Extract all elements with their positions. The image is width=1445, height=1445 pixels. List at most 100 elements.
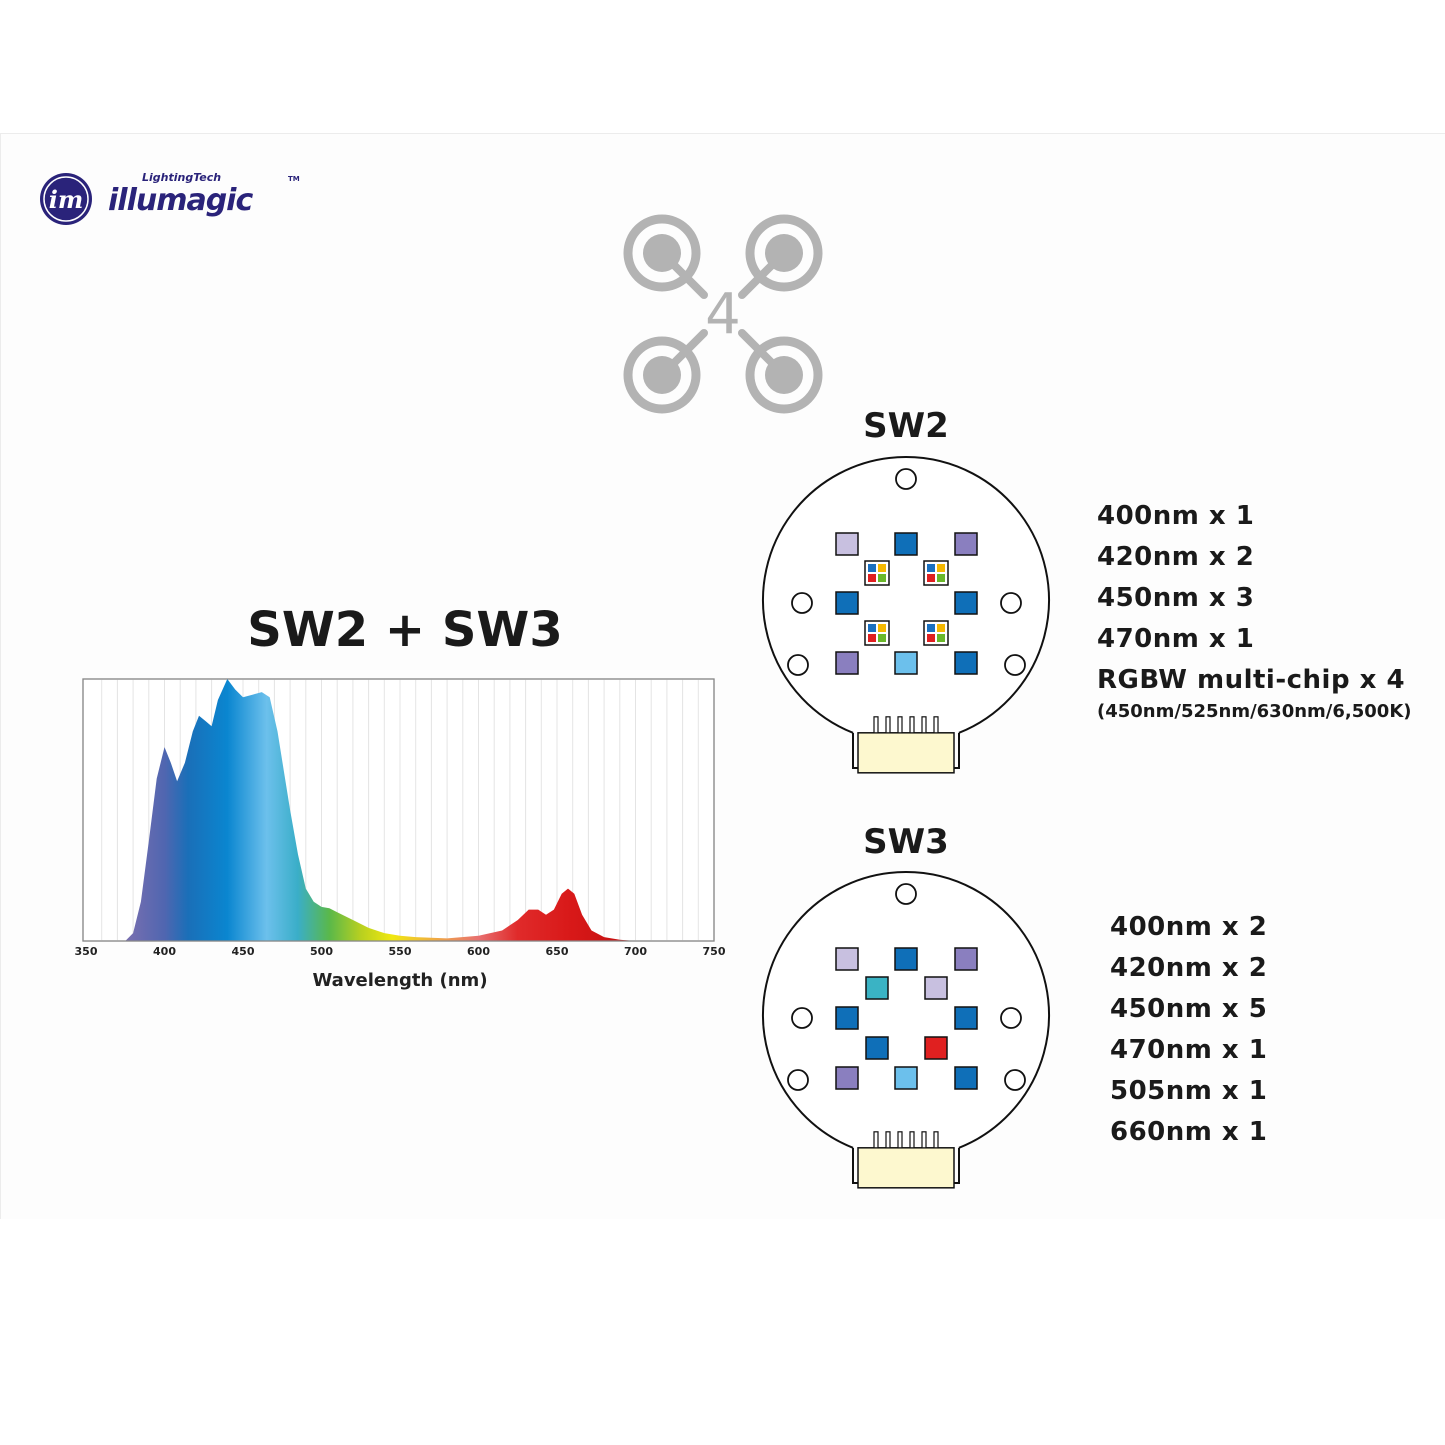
connector-pin	[921, 716, 927, 734]
led-lavender	[924, 976, 948, 1000]
sw2-board-diagram	[762, 456, 1050, 774]
rgbw-chip	[878, 634, 886, 642]
led-lavender	[835, 532, 859, 556]
mounting-hole	[1000, 1007, 1022, 1029]
rgbw-chip	[937, 624, 945, 632]
led-blue	[954, 1066, 978, 1090]
mounting-hole	[787, 1069, 809, 1091]
connector-pin	[909, 1131, 915, 1149]
x-tick-label: 550	[389, 945, 412, 958]
rgbw-chip	[937, 634, 945, 642]
plot-border	[82, 678, 715, 942]
led-skyblue	[894, 651, 918, 675]
spectrum-area	[125, 679, 636, 941]
sw3-spec-list: 400nm x 2 420nm x 2 450nm x 5 470nm x 1 …	[1110, 907, 1267, 1153]
x-tick-label: 500	[310, 945, 333, 958]
sw3-title: SW3	[863, 822, 949, 862]
sw2-title: SW2	[863, 406, 949, 446]
x-tick-label: 600	[467, 945, 490, 958]
led-purple	[954, 947, 978, 971]
x-tick-label: 450	[232, 945, 255, 958]
rgbw-chip	[878, 624, 886, 632]
background-panel	[0, 133, 1445, 1219]
rgbw-chip	[868, 564, 876, 572]
spec-note: (450nm/525nm/630nm/6,500K)	[1097, 701, 1412, 722]
spec-item: 450nm x 3	[1097, 583, 1255, 613]
rgbw-chip	[878, 574, 886, 582]
chart-title: SW2 + SW3	[247, 602, 563, 658]
rgbw-chip	[937, 564, 945, 572]
brand-logo: im LightingTech illumagic TM	[40, 172, 300, 228]
connector-pin	[873, 1131, 879, 1149]
x-tick-label: 350	[75, 945, 98, 958]
brand-tagline: LightingTech	[142, 171, 222, 184]
spec-item: 450nm x 5	[1110, 994, 1268, 1024]
connector-pin	[933, 716, 939, 734]
brand-name: illumagic	[108, 183, 253, 218]
rgbw-chip	[927, 624, 935, 632]
rgbw-chip	[927, 574, 935, 582]
connector-pin	[897, 716, 903, 734]
led-blue	[835, 1006, 859, 1030]
led-blue	[954, 591, 978, 615]
led-blue	[865, 1036, 889, 1060]
x-axis-label: Wavelength (nm)	[312, 970, 488, 991]
connector-pin	[921, 1131, 927, 1149]
led-lavender	[835, 947, 859, 971]
sw3-board-diagram	[762, 871, 1050, 1189]
rgbw-chip	[878, 564, 886, 572]
led-blue	[894, 532, 918, 556]
spec-item: 420nm x 2	[1097, 542, 1255, 572]
rgbw-chip	[868, 634, 876, 642]
x-tick-label: 650	[546, 945, 569, 958]
rgbw-chip	[927, 634, 935, 642]
led-blue	[954, 651, 978, 675]
connector-pin	[885, 1131, 891, 1149]
mounting-hole	[1000, 592, 1022, 614]
mounting-hole	[1004, 654, 1026, 676]
spec-item: 470nm x 1	[1097, 624, 1255, 654]
led-purple	[835, 651, 859, 675]
mounting-hole	[895, 883, 917, 905]
rgbw-chip	[868, 624, 876, 632]
sw2-spec-list: 400nm x 1 420nm x 2 450nm x 3 470nm x 1 …	[1097, 496, 1412, 722]
spectrum-chart: 350 400 450 500 550 600 650 700 750	[75, 678, 726, 958]
connector-pin	[909, 716, 915, 734]
connector-pin	[897, 1131, 903, 1149]
x-tick-label: 400	[153, 945, 176, 958]
led-teal	[865, 976, 889, 1000]
module-count: 4	[705, 282, 741, 347]
connector-pin	[885, 716, 891, 734]
led-blue	[894, 947, 918, 971]
mounting-hole	[895, 468, 917, 490]
mounting-hole	[787, 654, 809, 676]
spec-item: 400nm x 2	[1110, 912, 1268, 942]
led-purple	[954, 532, 978, 556]
connector	[857, 1147, 955, 1189]
led-skyblue	[894, 1066, 918, 1090]
rgbw-chip	[868, 574, 876, 582]
connector-pin	[873, 716, 879, 734]
spec-item: 505nm x 1	[1110, 1076, 1268, 1106]
led-blue	[954, 1006, 978, 1030]
rgbw-chip	[927, 564, 935, 572]
x-tick-label: 750	[703, 945, 726, 958]
mounting-hole	[791, 1007, 813, 1029]
led-purple	[835, 1066, 859, 1090]
x-tick-label: 700	[624, 945, 647, 958]
led-blue	[835, 591, 859, 615]
svg-text:im: im	[49, 185, 84, 214]
spec-item: 470nm x 1	[1110, 1035, 1268, 1065]
connector	[857, 732, 955, 774]
four-module-icon: 4	[623, 214, 823, 414]
rgbw-chip	[937, 574, 945, 582]
connector-pin	[933, 1131, 939, 1149]
spec-item: 400nm x 1	[1097, 501, 1255, 531]
spec-item: RGBW multi-chip x 4	[1097, 665, 1406, 695]
led-red	[924, 1036, 948, 1060]
mounting-hole	[791, 592, 813, 614]
mounting-hole	[1004, 1069, 1026, 1091]
logo-monogram-icon: im	[40, 173, 92, 225]
spec-item: 420nm x 2	[1110, 953, 1268, 983]
spec-item: 660nm x 1	[1110, 1117, 1268, 1147]
